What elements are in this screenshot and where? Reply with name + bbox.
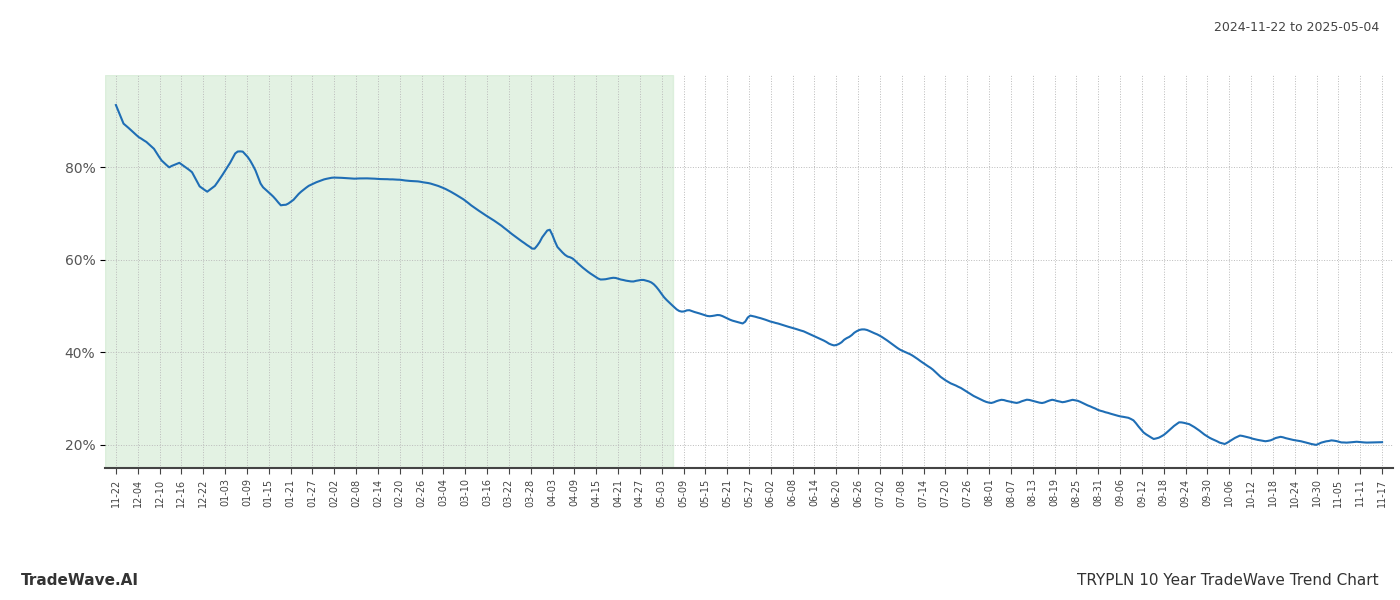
Bar: [105, 75, 672, 468]
Text: TradeWave.AI: TradeWave.AI: [21, 573, 139, 588]
Text: TRYPLN 10 Year TradeWave Trend Chart: TRYPLN 10 Year TradeWave Trend Chart: [1078, 573, 1379, 588]
Text: 2024-11-22 to 2025-05-04: 2024-11-22 to 2025-05-04: [1214, 21, 1379, 34]
